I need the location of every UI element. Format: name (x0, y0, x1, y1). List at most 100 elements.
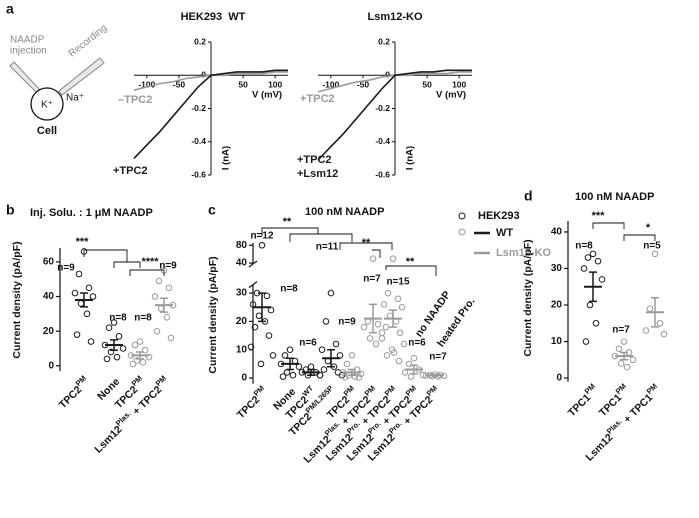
y-tick-label: -0.6 (191, 169, 206, 179)
x-tick-label: -50 (173, 80, 186, 90)
bracket (372, 249, 437, 276)
y-tick-label: 30 (236, 288, 248, 299)
data-point (398, 303, 406, 311)
error-bar (589, 271, 597, 303)
n-label: n=6 (408, 338, 426, 349)
category-label-part: + TPC1 (619, 391, 655, 427)
y-tick-label: 0 (201, 70, 206, 80)
y-axis-label: I (nA) (221, 146, 232, 170)
legend-label: WT (496, 227, 513, 239)
legend-title: HEK293 (478, 210, 520, 222)
cell-diagram (9, 57, 105, 121)
k-label: K⁺ (41, 100, 53, 111)
bracket (113, 261, 141, 268)
y-axis-label: Current density (pA/pF) (207, 256, 219, 373)
injection-pipette (9, 61, 41, 94)
y-tick-label: -0.6 (375, 169, 390, 179)
recording-label: Recording (67, 23, 110, 60)
series-label: –TPC2 (118, 94, 152, 106)
y-tick-label: 10 (236, 344, 248, 355)
axis-break (248, 281, 258, 289)
data-point (75, 270, 83, 278)
chart-title: 100 nM NAADP (575, 191, 654, 203)
y-tick-label: -0.2 (191, 103, 206, 113)
data-point (318, 346, 326, 354)
n-label: n=7 (612, 325, 630, 336)
y-tick-label: 0.2 (194, 36, 206, 46)
data-point (629, 356, 637, 364)
y-tick-label: 40 (551, 227, 563, 238)
data-point (355, 374, 363, 381)
data-point (255, 312, 263, 320)
category-label: TPC2PM (55, 374, 92, 411)
data-point (623, 363, 631, 371)
y-axis-label: I (nA) (405, 146, 416, 170)
data-point (395, 357, 403, 365)
data-point (366, 335, 374, 342)
legend-label: Lsm12-KO (496, 247, 551, 259)
data-point (646, 305, 654, 312)
error-bar (431, 373, 439, 377)
y-tick-label: 40 (43, 291, 55, 302)
n-label: n=7 (429, 352, 447, 363)
data-point (89, 293, 97, 300)
bracket (129, 269, 165, 276)
n-label: n=11 (316, 242, 339, 253)
x-tick-label: 50 (238, 80, 248, 90)
y-tick-label: -0.4 (375, 136, 390, 146)
na-label: Na⁺ (66, 93, 84, 104)
category-label: Lsm12Plas. + TPC1PM (581, 382, 663, 464)
x-axis-label: V (mV) (436, 90, 466, 101)
data-point (580, 265, 588, 272)
data-point (251, 323, 259, 331)
y-tick-label: 40 (236, 258, 248, 269)
n-label: n=9 (57, 263, 75, 274)
error-bar (160, 297, 168, 313)
data-point (343, 360, 351, 368)
data-point (660, 330, 668, 338)
data-point (71, 289, 79, 297)
data-point (136, 338, 144, 345)
bracket (339, 242, 393, 250)
n-label: n=9 (338, 317, 356, 328)
data-point (582, 338, 590, 345)
n-label: n=6 (299, 338, 317, 349)
data-point (396, 329, 404, 337)
n-label: n=15 (386, 277, 410, 288)
series-label: +TPC2 (113, 165, 148, 177)
data-point (320, 366, 328, 373)
y-tick-label: 0 (241, 373, 247, 384)
iv-curve (317, 69, 472, 161)
data-point (151, 293, 159, 300)
data-point (258, 241, 266, 249)
data-point (129, 360, 137, 368)
bracket (623, 234, 656, 241)
significance: *** (592, 210, 606, 222)
data-point (656, 319, 664, 327)
y-tick-label: -0.2 (375, 103, 390, 113)
iv-curve (133, 69, 288, 159)
series-label: +TPC2 (300, 93, 335, 105)
category-label: TPC2PM (233, 384, 270, 421)
y-tick-label: -0.4 (191, 136, 206, 146)
recording-pipette (58, 57, 105, 96)
data-point (589, 250, 597, 258)
data-point (157, 305, 165, 312)
data-point (269, 352, 277, 359)
data-point (139, 359, 147, 366)
data-point (378, 329, 386, 337)
panel-label: b (6, 202, 15, 218)
n-label: n=12 (250, 231, 274, 242)
y-tick-label: 0 (48, 360, 54, 371)
data-point (257, 360, 265, 368)
data-point (289, 371, 297, 379)
error-bar (136, 351, 144, 360)
series-label: +TPC2 +Lsm12 (297, 154, 338, 180)
legend-marker (458, 228, 466, 236)
error-bar (369, 303, 377, 334)
data-point (281, 352, 289, 359)
injection-label: NAADP (10, 35, 45, 46)
n-label: n=8 (575, 241, 593, 252)
data-point (384, 289, 392, 297)
